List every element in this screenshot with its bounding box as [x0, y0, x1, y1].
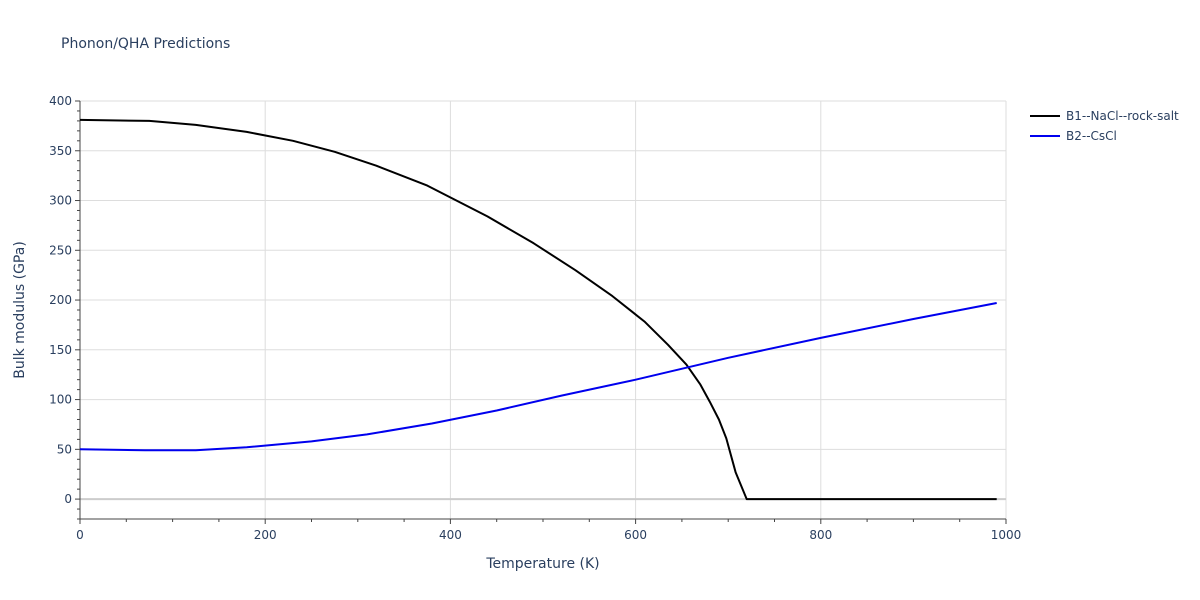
- y-tick-label: 250: [49, 243, 72, 257]
- y-tick-label: 400: [49, 94, 72, 108]
- series-line-b1[interactable]: [79, 118, 997, 501]
- legend-item-b2[interactable]: B2--CsCl: [1030, 126, 1179, 146]
- x-tick-label: 400: [439, 528, 462, 542]
- legend-item-b1[interactable]: B1--NaCl--rock-salt: [1030, 106, 1179, 126]
- x-tick-label: 0: [76, 528, 84, 542]
- grid-lines: [80, 100, 1007, 519]
- legend-swatch-b1: [1030, 115, 1060, 117]
- y-tick-label: 100: [49, 393, 72, 407]
- x-axis-title: Temperature (K): [485, 556, 599, 572]
- legend-label-b1: B1--NaCl--rock-salt: [1066, 109, 1179, 123]
- y-tick-label: 0: [64, 492, 72, 506]
- legend-label-b2: B2--CsCl: [1066, 129, 1117, 143]
- y-axis-title: Bulk modulus (GPa): [12, 241, 28, 379]
- chart-title: Phonon/QHA Predictions: [61, 36, 231, 52]
- x-tick-label: 200: [254, 528, 277, 542]
- x-tick-label: 600: [624, 528, 647, 542]
- legend-swatch-b2: [1030, 135, 1060, 137]
- y-tick-label: 150: [49, 343, 72, 357]
- y-tick-label: 300: [49, 194, 72, 208]
- tick-labels: 0 200 400 600 800 1000 0 50 100 150 200 250 300 350 40…: [49, 94, 1021, 542]
- y-tick-label: 350: [49, 144, 72, 158]
- series-layer: [79, 118, 997, 501]
- axes: [75, 100, 1007, 524]
- y-tick-label: 50: [57, 442, 72, 456]
- series-line-b2[interactable]: [79, 302, 997, 452]
- x-tick-label: 1000: [991, 528, 1022, 542]
- y-tick-label: 200: [49, 293, 72, 307]
- legend: B1--NaCl--rock-salt B2--CsCl: [1030, 106, 1179, 146]
- x-tick-label: 800: [809, 528, 832, 542]
